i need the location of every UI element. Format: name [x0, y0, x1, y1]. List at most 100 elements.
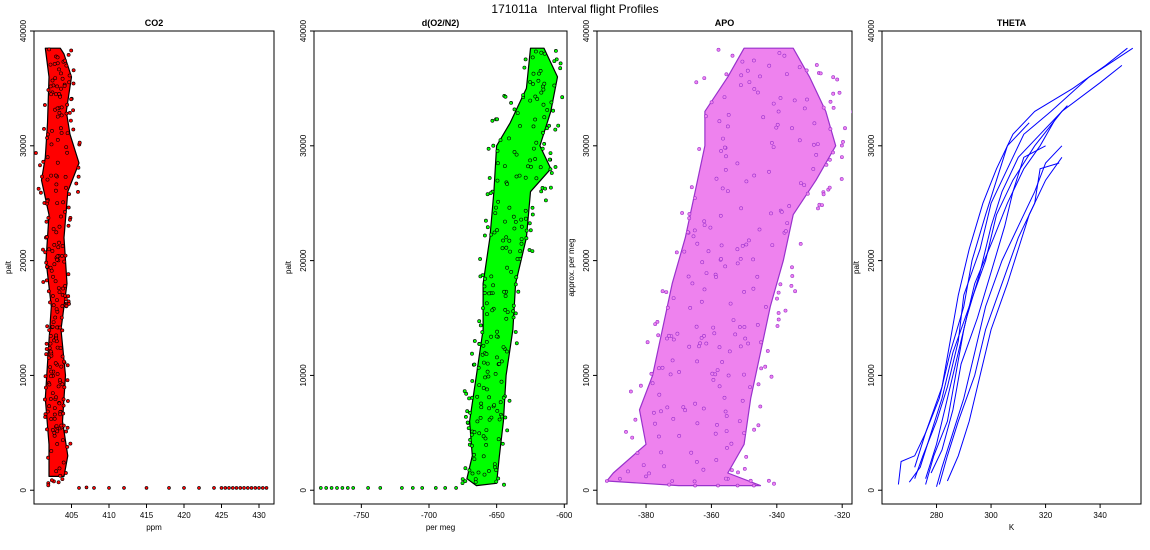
sample-point — [649, 371, 654, 376]
sample-point — [692, 479, 697, 484]
sample-point — [51, 227, 56, 231]
sample-point — [824, 162, 829, 167]
sample-point — [55, 442, 60, 446]
sample-point — [797, 65, 802, 70]
sample-point — [65, 150, 70, 155]
sample-point — [545, 126, 549, 131]
sample-point — [767, 63, 772, 68]
sample-point — [44, 347, 49, 351]
sample-point — [43, 250, 48, 255]
sample-point — [767, 169, 771, 174]
plot-frame — [596, 30, 853, 505]
sample-point — [538, 69, 543, 73]
sample-point — [743, 336, 748, 341]
sample-point — [769, 211, 773, 216]
sample-point — [539, 90, 544, 95]
sample-point — [44, 352, 49, 357]
sample-point — [63, 297, 68, 302]
x-tick-label: 410 — [102, 511, 116, 520]
surface-sample-point — [454, 486, 458, 490]
sample-point — [695, 421, 700, 426]
sample-point — [478, 323, 483, 328]
surface-sample-point — [433, 486, 438, 490]
sample-point — [481, 386, 486, 390]
sample-point — [702, 219, 707, 224]
sample-point — [47, 328, 52, 333]
sample-point — [57, 240, 61, 245]
sample-point — [58, 346, 63, 351]
sample-point — [775, 296, 779, 301]
sample-point — [722, 395, 727, 400]
sample-point — [49, 92, 54, 97]
sample-point — [475, 394, 480, 399]
sample-point — [50, 249, 55, 253]
sample-point — [778, 282, 783, 287]
sample-point — [724, 429, 729, 434]
sample-point — [76, 189, 80, 194]
x-axis-label: per meg — [426, 523, 455, 532]
y-tick-label: 20000 — [299, 249, 308, 272]
sample-point — [537, 71, 541, 76]
sample-point — [519, 237, 524, 242]
x-tick-label: -700 — [421, 511, 438, 520]
sample-point — [724, 414, 729, 418]
sample-point — [797, 138, 802, 143]
sample-point — [702, 76, 707, 81]
sample-point — [480, 330, 485, 335]
sample-point — [779, 209, 784, 214]
sample-point — [64, 145, 69, 150]
sample-point — [463, 479, 468, 484]
sample-point — [553, 165, 558, 169]
surface-sample-point — [340, 486, 345, 490]
sample-point — [835, 77, 840, 82]
x-tick-label: 320 — [1039, 511, 1053, 520]
sample-point — [50, 78, 55, 83]
y-axis-label: palt — [4, 260, 13, 274]
sample-point — [472, 362, 477, 367]
sample-point — [759, 366, 764, 371]
sample-point — [58, 473, 63, 478]
sample-point — [460, 477, 465, 482]
sample-point — [56, 384, 61, 389]
sample-point — [535, 97, 540, 101]
plot-area — [34, 47, 269, 490]
sample-point — [686, 230, 690, 235]
sample-point — [65, 444, 70, 449]
sample-point — [63, 58, 67, 63]
sample-point — [752, 173, 757, 178]
sample-point — [739, 73, 744, 78]
sample-point — [472, 457, 477, 462]
sample-point — [735, 261, 740, 266]
sample-point — [647, 471, 651, 476]
sample-point — [755, 322, 760, 327]
sample-point — [463, 414, 468, 419]
sample-point — [60, 328, 65, 333]
sample-point — [687, 212, 692, 216]
sample-point — [482, 284, 487, 289]
sample-point — [527, 221, 532, 226]
sample-point — [477, 431, 482, 436]
sample-point — [650, 381, 655, 386]
sample-point — [490, 308, 495, 313]
sample-point — [48, 300, 52, 305]
sample-point — [742, 289, 747, 294]
sample-point — [55, 345, 60, 350]
sample-point — [50, 391, 55, 396]
sample-point — [542, 115, 547, 120]
sample-point — [522, 65, 527, 70]
sample-point — [476, 470, 481, 475]
sample-point — [540, 146, 545, 151]
sample-point — [65, 378, 70, 383]
sample-point — [767, 478, 771, 483]
sample-point — [747, 238, 751, 243]
chart-title: THETA — [997, 18, 1027, 28]
sample-point — [46, 215, 51, 220]
sample-point — [514, 152, 519, 157]
sample-point — [790, 274, 795, 278]
sample-point — [45, 264, 49, 269]
sample-point — [519, 224, 524, 229]
sample-point — [481, 306, 485, 311]
sample-point — [704, 114, 708, 119]
sample-point — [653, 421, 657, 426]
sample-point — [690, 281, 695, 286]
